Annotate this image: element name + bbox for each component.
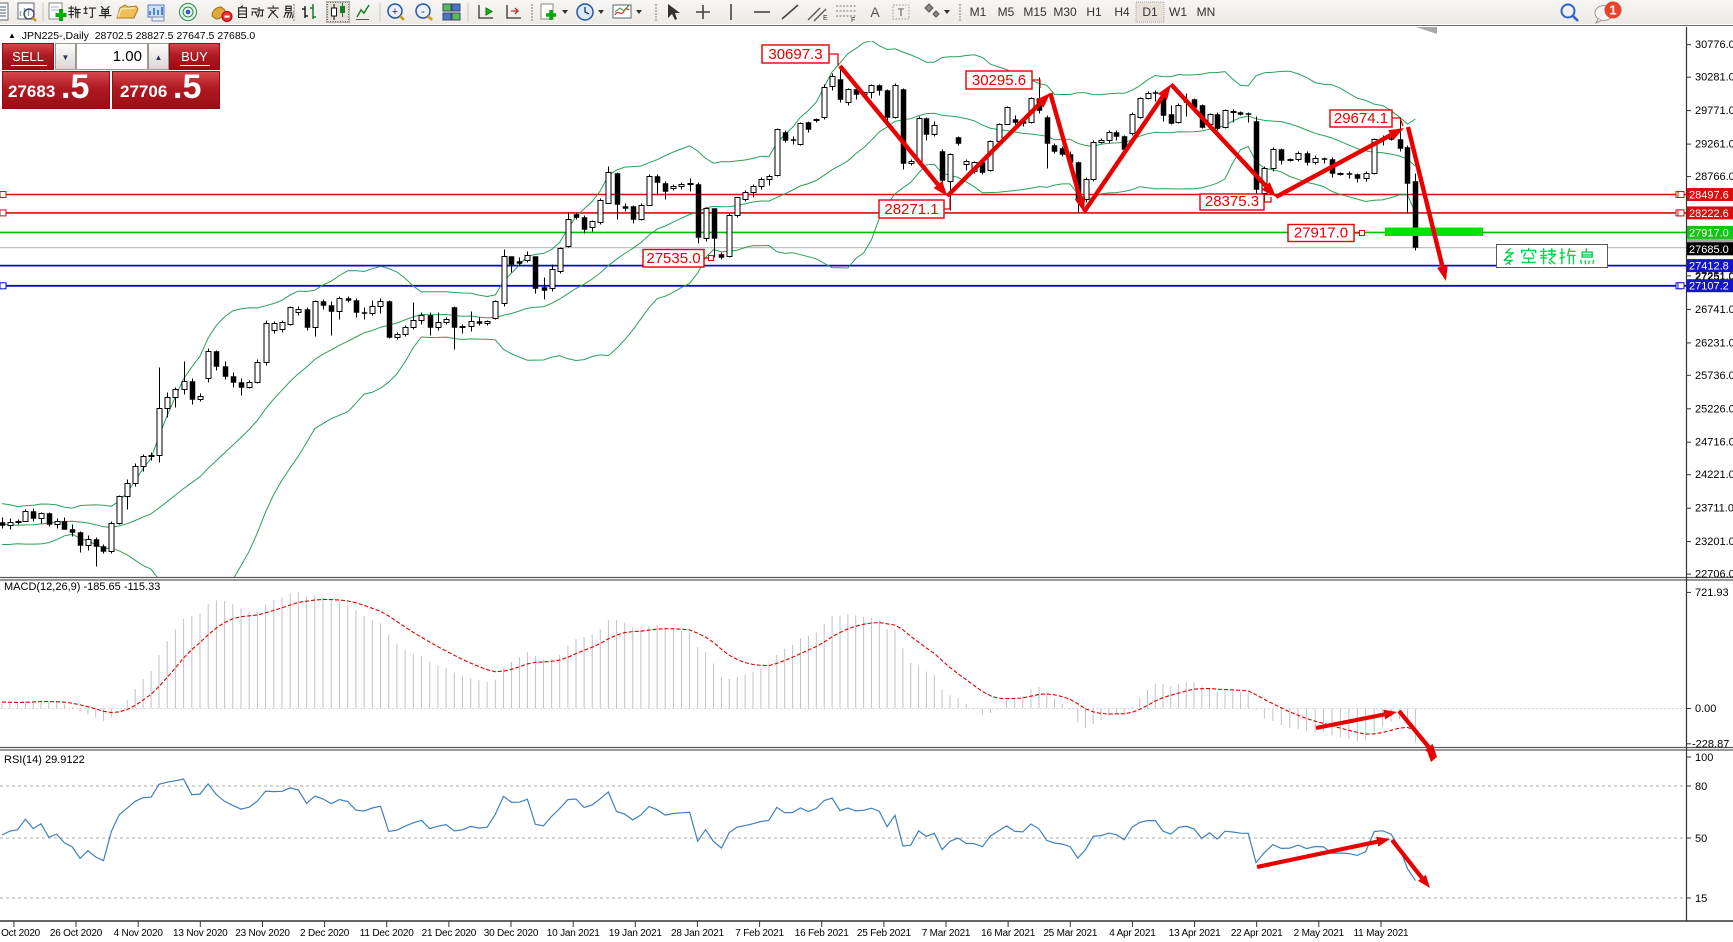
svg-text:22706.0: 22706.0 bbox=[1695, 569, 1733, 581]
svg-text:0.00: 0.00 bbox=[1695, 703, 1716, 715]
svg-text:30295.6: 30295.6 bbox=[972, 72, 1026, 89]
svg-text:23711.0: 23711.0 bbox=[1695, 503, 1733, 515]
svg-text:16 Feb 2021: 16 Feb 2021 bbox=[795, 928, 850, 939]
svg-text:28222.6: 28222.6 bbox=[1689, 208, 1729, 220]
svg-text:13 Apr 2021: 13 Apr 2021 bbox=[1169, 928, 1221, 939]
svg-text:19 Jan 2021: 19 Jan 2021 bbox=[609, 928, 662, 939]
svg-text:28497.6: 28497.6 bbox=[1689, 190, 1729, 202]
svg-text:25 Feb 2021: 25 Feb 2021 bbox=[857, 928, 912, 939]
svg-text:25226.0: 25226.0 bbox=[1695, 403, 1733, 415]
svg-text:M30: M30 bbox=[1053, 5, 1077, 19]
svg-text:27917.0: 27917.0 bbox=[1689, 227, 1729, 239]
svg-text:-228.87: -228.87 bbox=[1692, 739, 1729, 751]
svg-text:27917.0: 27917.0 bbox=[1294, 225, 1348, 242]
svg-text:10 Jan 2021: 10 Jan 2021 bbox=[547, 928, 600, 939]
svg-text:A: A bbox=[870, 4, 880, 20]
svg-text:27685.0: 27685.0 bbox=[1689, 244, 1729, 256]
svg-text:M15: M15 bbox=[1023, 5, 1047, 19]
svg-text:-: - bbox=[421, 6, 425, 18]
svg-text:13 Nov 2020: 13 Nov 2020 bbox=[173, 928, 228, 939]
svg-text:15: 15 bbox=[1695, 893, 1707, 905]
svg-text:+: + bbox=[392, 6, 398, 18]
svg-text:28375.3: 28375.3 bbox=[1205, 193, 1259, 210]
svg-text:25 Mar 2021: 25 Mar 2021 bbox=[1043, 928, 1098, 939]
svg-text:16 Mar 2021: 16 Mar 2021 bbox=[981, 928, 1036, 939]
svg-text:RSI(14) 29.9122: RSI(14) 29.9122 bbox=[4, 754, 85, 766]
svg-text:29771.0: 29771.0 bbox=[1695, 105, 1733, 117]
svg-text:29674.1: 29674.1 bbox=[1334, 110, 1388, 127]
svg-text:27107.2: 27107.2 bbox=[1689, 281, 1729, 293]
svg-text:D1: D1 bbox=[1142, 5, 1158, 19]
svg-text:30281.0: 30281.0 bbox=[1695, 72, 1733, 84]
svg-text:100: 100 bbox=[1695, 752, 1713, 764]
svg-text:M1: M1 bbox=[970, 5, 987, 19]
svg-text:28271.1: 28271.1 bbox=[884, 201, 938, 218]
svg-text:H1: H1 bbox=[1086, 5, 1102, 19]
svg-text:50: 50 bbox=[1695, 833, 1707, 845]
svg-text:21 Dec 2020: 21 Dec 2020 bbox=[422, 928, 477, 939]
svg-text:1: 1 bbox=[1609, 3, 1616, 18]
svg-text:11 Dec 2020: 11 Dec 2020 bbox=[360, 928, 414, 939]
svg-text:30697.3: 30697.3 bbox=[768, 46, 822, 63]
svg-text:29261.0: 29261.0 bbox=[1695, 139, 1733, 151]
svg-text:26 Oct 2020: 26 Oct 2020 bbox=[50, 928, 103, 939]
svg-text:M5: M5 bbox=[998, 5, 1015, 19]
svg-text:F: F bbox=[851, 17, 855, 24]
svg-text:2 Dec 2020: 2 Dec 2020 bbox=[300, 928, 350, 939]
svg-text:25736.0: 25736.0 bbox=[1695, 370, 1733, 382]
svg-text:MN: MN bbox=[1197, 5, 1216, 19]
svg-text:MACD(12,26,9) -185.65 -115.33: MACD(12,26,9) -185.65 -115.33 bbox=[4, 581, 160, 593]
svg-text:24221.0: 24221.0 bbox=[1695, 469, 1733, 481]
svg-text:26741.0: 26741.0 bbox=[1695, 304, 1733, 316]
svg-text:23201.0: 23201.0 bbox=[1695, 536, 1733, 548]
svg-text:23 Nov 2020: 23 Nov 2020 bbox=[235, 928, 290, 939]
svg-text:H4: H4 bbox=[1114, 5, 1130, 19]
svg-text:27535.0: 27535.0 bbox=[646, 250, 700, 267]
svg-text:28766.0: 28766.0 bbox=[1695, 171, 1733, 183]
svg-text:30776.0: 30776.0 bbox=[1695, 39, 1733, 51]
svg-text:2 May 2021: 2 May 2021 bbox=[1294, 928, 1345, 939]
svg-text:16 Oct 2020: 16 Oct 2020 bbox=[0, 928, 41, 939]
svg-text:28 Jan 2021: 28 Jan 2021 bbox=[671, 928, 724, 939]
svg-text:721.93: 721.93 bbox=[1695, 587, 1729, 599]
svg-text:W1: W1 bbox=[1169, 5, 1187, 19]
svg-text:26231.0: 26231.0 bbox=[1695, 337, 1733, 349]
svg-text:24716.0: 24716.0 bbox=[1695, 437, 1733, 449]
svg-text:E: E bbox=[823, 15, 828, 22]
svg-text:7 Mar 2021: 7 Mar 2021 bbox=[922, 928, 971, 939]
svg-text:80: 80 bbox=[1695, 781, 1707, 793]
svg-text:4 Nov 2020: 4 Nov 2020 bbox=[114, 928, 164, 939]
svg-text:11 May 2021: 11 May 2021 bbox=[1354, 928, 1410, 939]
svg-text:4 Apr 2021: 4 Apr 2021 bbox=[1109, 928, 1156, 939]
svg-text:22 Apr 2021: 22 Apr 2021 bbox=[1231, 928, 1283, 939]
svg-text:27412.8: 27412.8 bbox=[1689, 261, 1729, 273]
svg-text:30 Dec 2020: 30 Dec 2020 bbox=[484, 928, 539, 939]
svg-text:T: T bbox=[898, 7, 905, 19]
svg-text:7 Feb 2021: 7 Feb 2021 bbox=[735, 928, 784, 939]
